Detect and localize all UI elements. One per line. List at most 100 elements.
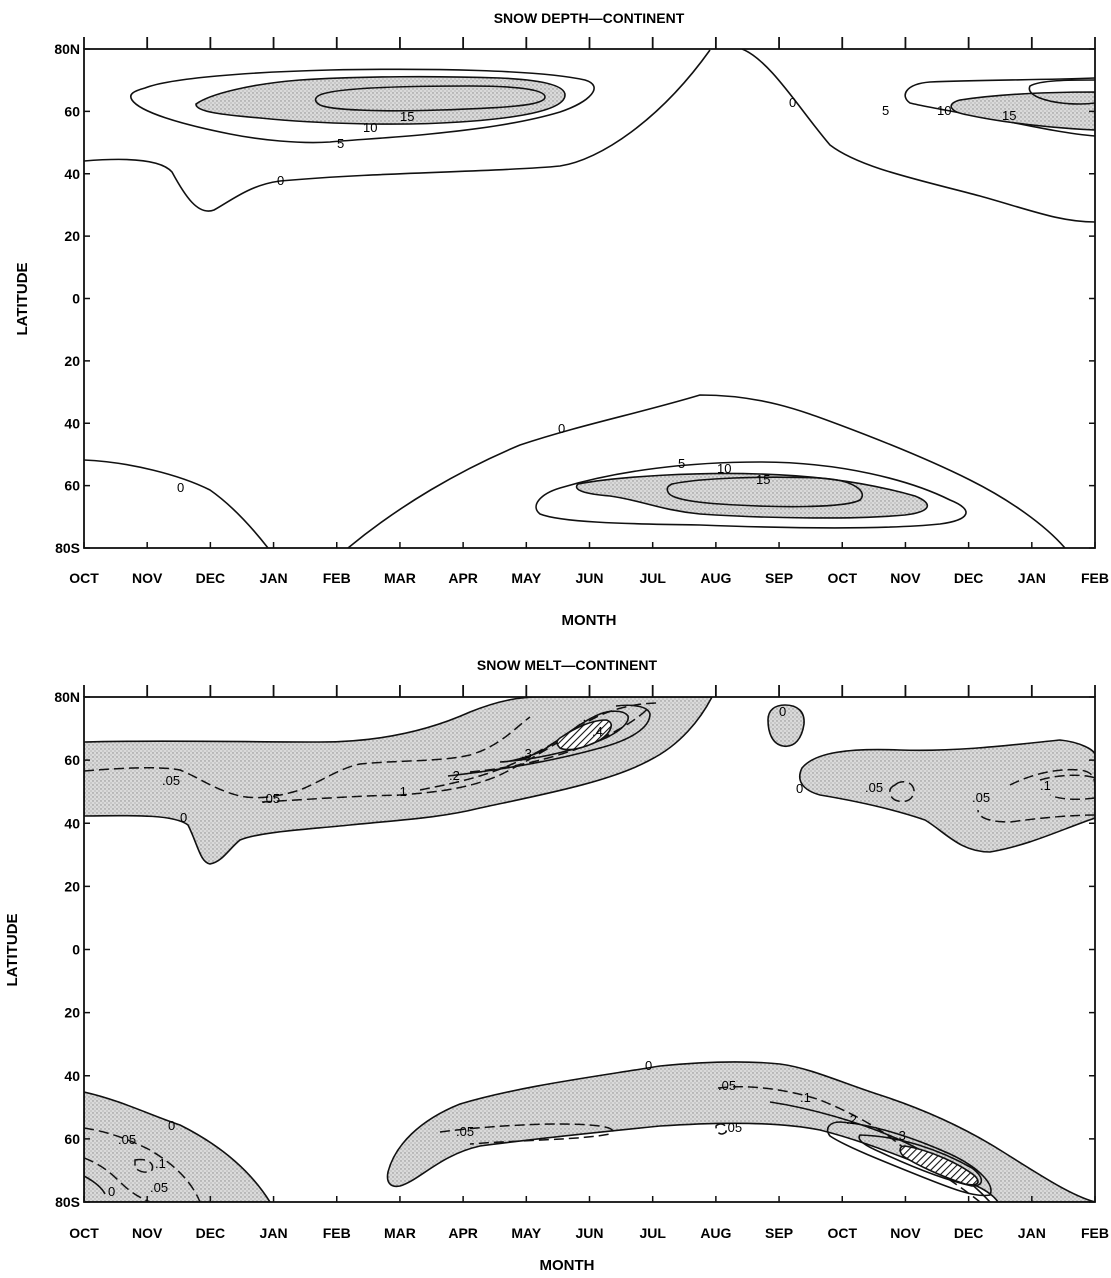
y-tick-label: 60	[64, 1131, 80, 1147]
y-tick-label: 40	[64, 166, 80, 182]
contour-line	[858, 1134, 983, 1187]
y-tick-label: 20	[64, 878, 80, 894]
x-tick-label: FEB	[1081, 570, 1109, 586]
x-tick-label: NOV	[890, 1225, 921, 1241]
contour-label: .1	[396, 784, 407, 799]
axis-ticks: OCT NOV DEC JAN FEB MAR APR MAY JUN JUL AUG SEP OCT N…	[54, 685, 1109, 1241]
contour-region	[899, 1145, 979, 1186]
y-tick-label: 20	[64, 228, 80, 244]
contour-line	[84, 1127, 201, 1202]
contour-label: .05	[865, 780, 883, 795]
x-tick-label: JUL	[639, 570, 666, 586]
x-tick-label: OCT	[827, 570, 857, 586]
plot-frame	[83, 48, 1096, 549]
contour-fields	[84, 697, 1095, 1202]
snow-melt-panel: SNOW MELT—CONTINENT	[4, 657, 1109, 1274]
x-axis-label: MONTH	[540, 1257, 595, 1274]
contour-label: .2	[846, 1112, 857, 1127]
y-axis-label: LATITUDE	[14, 262, 31, 335]
contour-label: 0	[645, 1058, 652, 1073]
contour-line	[129, 68, 595, 144]
contour-line	[717, 1086, 981, 1202]
x-tick-label: OCT	[69, 570, 99, 586]
y-tick-label: 0	[72, 291, 80, 307]
panel-title: SNOW MELT—CONTINENT	[477, 657, 658, 673]
contour-line	[84, 459, 269, 548]
contour-line	[439, 1123, 614, 1145]
contour-label: 10	[363, 120, 377, 135]
contour-label: 10	[717, 461, 731, 476]
contour-label: .05	[718, 1078, 736, 1093]
contour-label: 0	[779, 704, 786, 719]
x-tick-label: DEC	[954, 1225, 984, 1241]
y-tick-label: 80N	[54, 41, 80, 57]
contour-label: 0	[168, 1118, 175, 1133]
x-tick-label: MAR	[384, 570, 416, 586]
contour-line	[84, 1175, 106, 1195]
contour-label: 5	[337, 136, 344, 151]
x-tick-label: MAR	[384, 1225, 416, 1241]
x-axis-label: MONTH	[562, 612, 617, 629]
contour-label: .3	[521, 746, 532, 761]
contour-fields	[84, 49, 1095, 548]
x-tick-label: DEC	[196, 1225, 226, 1241]
y-tick-label: 0	[72, 942, 80, 958]
y-tick-label: 60	[64, 103, 80, 119]
x-tick-label: JAN	[1018, 1225, 1046, 1241]
y-tick-label: 20	[64, 353, 80, 369]
contour-region	[386, 1061, 1095, 1202]
x-tick-label: NOV	[132, 1225, 163, 1241]
x-tick-label: JUL	[639, 1225, 666, 1241]
contour-label: .3	[895, 1128, 906, 1143]
contour-region	[575, 472, 929, 519]
x-tick-label: APR	[448, 570, 478, 586]
x-tick-label: FEB	[323, 1225, 351, 1241]
contour-line	[904, 77, 1095, 137]
contour-label: 0	[177, 480, 184, 495]
y-tick-label: 40	[64, 415, 80, 431]
x-tick-label: AUG	[700, 1225, 731, 1241]
contour-label: .05	[262, 791, 280, 806]
contour-label: .4	[592, 724, 603, 739]
y-tick-label: 40	[64, 815, 80, 831]
contour-label: 0	[796, 781, 803, 796]
contour-line	[826, 1121, 992, 1197]
axis-ticks: OCT NOV DEC JAN FEB MAR APR MAY JUN JUL AUG SEP OCT N…	[54, 37, 1109, 586]
contour-label: 0	[108, 1184, 115, 1199]
x-tick-label: OCT	[69, 1225, 99, 1241]
contour-line	[84, 716, 531, 799]
contour-line	[715, 1123, 728, 1135]
contour-line	[469, 705, 651, 773]
x-tick-label: AUG	[700, 570, 731, 586]
contour-label: .1	[800, 1090, 811, 1105]
x-tick-label: JAN	[1018, 570, 1046, 586]
contour-line	[666, 476, 864, 508]
y-tick-label: 80S	[55, 540, 80, 556]
contour-label: .1	[155, 1156, 166, 1171]
x-tick-label: OCT	[827, 1225, 857, 1241]
contour-line	[84, 49, 1095, 223]
contour-line	[261, 702, 661, 803]
x-tick-label: MAY	[511, 1225, 541, 1241]
contour-label: 10	[937, 103, 951, 118]
contour-label: 15	[1002, 108, 1016, 123]
contour-line	[535, 461, 967, 529]
y-tick-label: 60	[64, 752, 80, 768]
x-tick-label: DEC	[954, 570, 984, 586]
contour-region	[950, 91, 1095, 131]
x-tick-label: NOV	[132, 570, 163, 586]
contour-region	[195, 75, 566, 125]
contour-label: 0	[180, 810, 187, 825]
x-tick-label: JUN	[575, 1225, 603, 1241]
contour-label: 15	[756, 472, 770, 487]
contour-line	[447, 704, 651, 777]
contour-label: .1	[1040, 778, 1051, 793]
contour-label: .05	[118, 1132, 136, 1147]
contour-labels: 15 10 5 0 0 5 10 15 0 0 5 10 15	[177, 95, 1016, 495]
x-tick-label: DEC	[196, 570, 226, 586]
y-tick-label: 80S	[55, 1194, 80, 1210]
x-tick-label: NOV	[890, 570, 921, 586]
contour-label: .05	[150, 1180, 168, 1195]
y-axis-label: LATITUDE	[4, 913, 21, 986]
